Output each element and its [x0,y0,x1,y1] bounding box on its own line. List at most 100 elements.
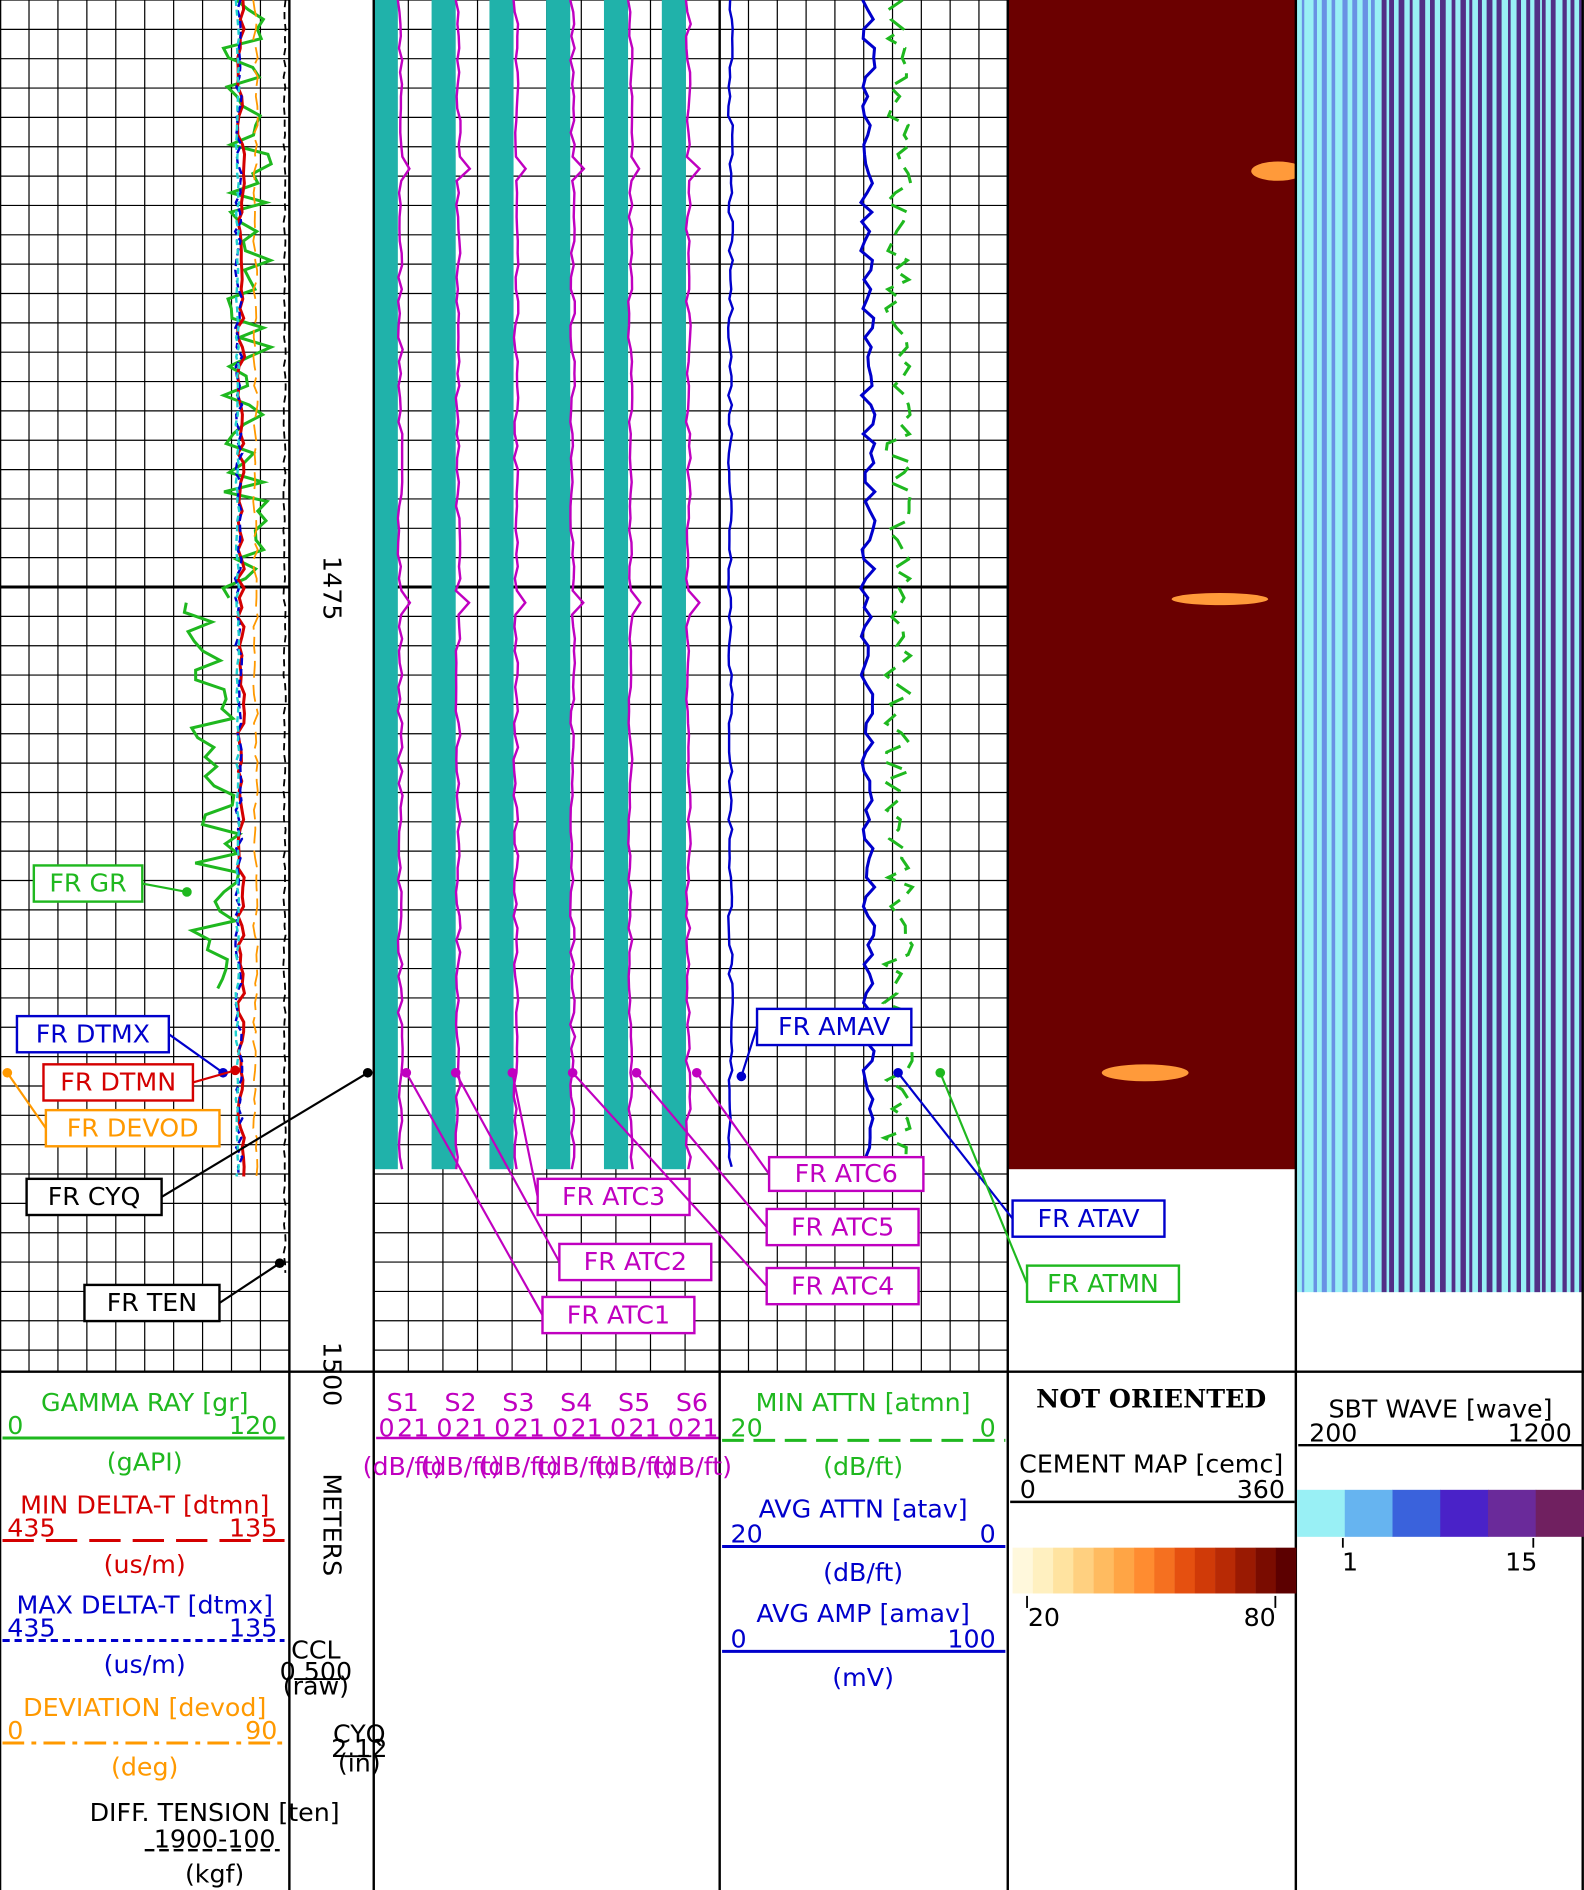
label: 1900-100 [154,1825,276,1854]
rule [168,1033,224,1074]
rule [897,1072,1014,1220]
arrow-head [2,1067,13,1078]
label: 0 [379,1414,395,1443]
sbt-stripe [1381,0,1387,1293]
label: FR DEVOD [67,1113,199,1142]
label: 20 [1028,1603,1060,1632]
label: 100 [947,1624,995,1653]
atc-curve [626,0,642,1170]
cement-colorbar [1215,1547,1236,1594]
label-box [25,1177,163,1217]
arrow-head [507,1067,518,1078]
cement-colorbar [1154,1547,1175,1594]
sbt-stripe [1460,0,1466,1293]
label: 120 [229,1411,277,1440]
sbt-stripe [1541,0,1546,1293]
log-curve [234,0,241,1177]
label-box [44,1108,221,1148]
atc-fill [603,0,629,1170]
label: FR TEN [107,1288,198,1317]
log-curve [182,602,244,990]
label-box [32,864,144,903]
sbt-stripe [1570,0,1575,1293]
label: FR ATC1 [567,1300,670,1329]
cement-colorbar [1073,1547,1094,1594]
label-box [755,1007,913,1047]
label: 90 [245,1716,277,1745]
sbt-stripe [1477,0,1482,1293]
cement-map [1007,0,1296,1170]
atc-fill [546,0,571,1170]
label: S1 [387,1388,419,1417]
arrow-head [274,1258,285,1269]
label: (us/m) [104,1650,186,1679]
sbt-stripe [1331,0,1336,1293]
label: (dB/ft) [536,1452,616,1481]
label: AVG ATTN [atav] [759,1494,968,1523]
rule [218,1262,281,1304]
label: 1500 [317,1342,346,1406]
atc-fill [661,0,686,1170]
label: FR AMAV [778,1012,891,1041]
label: 0 [980,1520,996,1549]
label: FR GR [49,869,126,898]
label: 0 [731,1624,747,1653]
log-curve [235,0,247,1177]
cement-colorbar [1032,1547,1054,1594]
label: MIN ATTN [atmn] [756,1388,971,1417]
label: S2 [444,1388,476,1417]
label: (raw) [283,1672,349,1701]
label: 20 [731,1520,763,1549]
rule [571,1072,768,1287]
label-box [765,1266,920,1306]
rule [939,1072,1029,1285]
sbt-stripe [1508,0,1511,1293]
label: DIFF. TENSION [ten] [90,1798,340,1827]
cement-colorbar [1053,1547,1074,1594]
label: 1 [1342,1547,1358,1576]
rule [454,1072,561,1263]
label: 200 [1309,1418,1357,1447]
sbt-stripe [1419,0,1426,1293]
label: 135 [229,1514,277,1543]
sbt-colorbar [1440,1489,1489,1537]
label: 0 500 [280,1657,352,1686]
cement-colorbar [1134,1547,1155,1594]
label: 80 [1244,1603,1276,1632]
label-box [536,1177,691,1217]
label: FR ATC4 [791,1271,894,1300]
atc-fill [489,0,514,1170]
label: 20 [731,1414,763,1443]
sbt-colorbar [1344,1489,1393,1537]
sbt-stripe [1534,0,1541,1293]
label: 15 [1505,1547,1537,1576]
label: 1200 [1507,1418,1571,1447]
cement-colorbar [1093,1547,1115,1594]
cement-colorbar [1174,1547,1196,1594]
label: (gAPI) [107,1447,183,1476]
log-curve [282,0,287,1273]
arrow-head [567,1067,578,1078]
label: S4 [560,1388,592,1417]
rule [192,1069,236,1084]
arrow-head [362,1067,373,1078]
label: 1475 [317,556,346,620]
label: SBT WAVE [wave] [1328,1394,1552,1423]
label: 0 [1020,1475,1036,1504]
sbt-stripe [1451,0,1456,1293]
label-box [15,1014,171,1054]
atc-fill [373,0,398,1170]
sbt-stripe [1562,0,1567,1293]
sbt-stripe [1362,0,1368,1293]
sbt-stripe [1398,0,1405,1293]
log-curve [880,0,915,1158]
sbt-stripe [1496,0,1502,1293]
label: MIN DELTA-T [dtmn] [20,1491,269,1520]
label-box [42,1063,195,1102]
label: (mV) [832,1663,894,1692]
log-curve [858,0,877,1158]
atc-curve [684,0,702,1170]
